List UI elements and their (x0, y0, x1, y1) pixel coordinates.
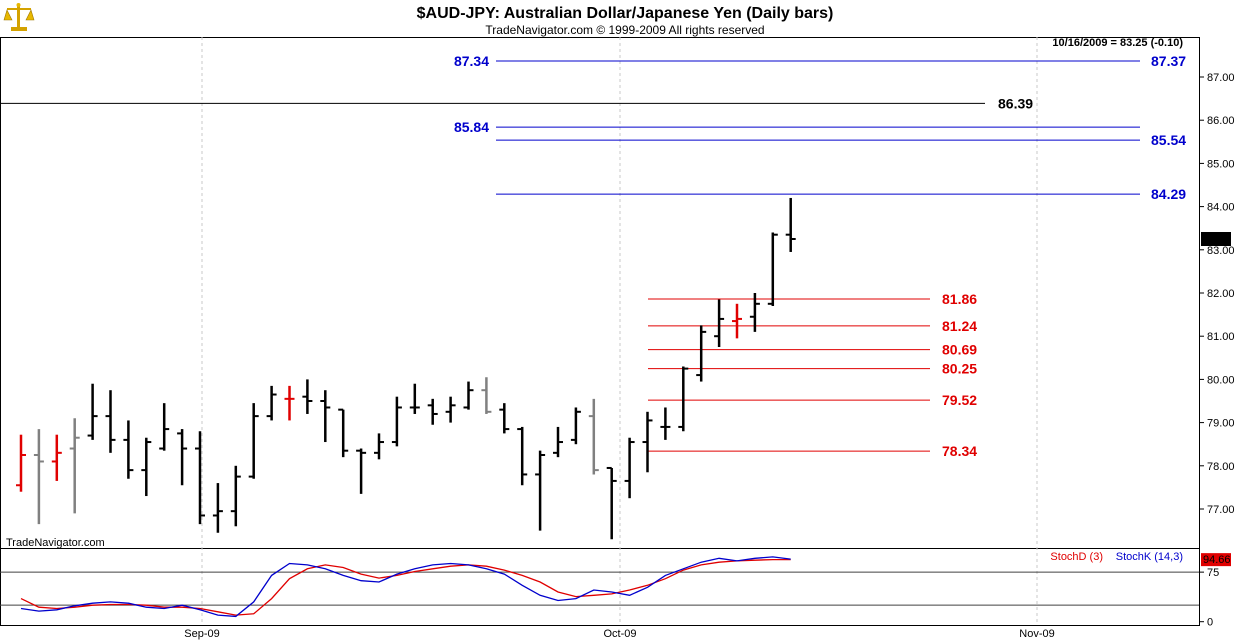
level-label-1: 86.39 (998, 95, 1033, 111)
price-bar-26 (481, 377, 492, 414)
level-label-4: 84.29 (1151, 186, 1186, 202)
price-tick-label-1: 78.00 (1207, 461, 1235, 473)
chart-title: $AUD-JPY: Australian Dollar/Japanese Yen… (417, 5, 834, 22)
stochastic-lines: 0 75 StochD (3) StochK (14,3) 94.66 (0, 551, 1231, 629)
price-tick-label-2: 79.00 (1207, 418, 1235, 430)
price-bar-0 (16, 434, 26, 492)
price-tick-label-3: 80.00 (1207, 374, 1235, 386)
osc-last-label: 94.66 (1203, 554, 1231, 566)
price-bar-9 (177, 429, 188, 486)
price-bar-38 (696, 325, 707, 382)
price-bars (16, 197, 796, 540)
price-axis: 77.00 78.00 79.00 80.00 81.00 82.00 83.00 84.00… (1199, 72, 1235, 516)
last-price-label: 83.25 (1203, 234, 1231, 246)
osc-last-badge (1201, 553, 1231, 567)
price-bar-4 (87, 383, 98, 440)
price-tick-label-10: 87.00 (1207, 72, 1235, 84)
price-bar-19 (356, 448, 367, 494)
osc-legend-1: StochK (14,3) (1116, 551, 1183, 563)
level-label-9: 79.52 (942, 392, 977, 408)
price-bar-24 (445, 396, 456, 423)
oscillator-panel (0, 548, 1200, 626)
osc-tick-label-0: 0 (1207, 617, 1213, 629)
price-bar-17 (320, 390, 331, 443)
price-bar-23 (427, 398, 438, 425)
last-price-badge (1201, 232, 1231, 246)
level-left-label-0: 87.34 (454, 53, 489, 69)
price-tick-label-0: 77.00 (1207, 504, 1235, 516)
level-left-label-2: 85.84 (454, 119, 489, 135)
x-tick-label-2: Nov-09 (1019, 628, 1054, 640)
price-tick-label-5: 82.00 (1207, 288, 1235, 300)
level-label-5: 81.86 (942, 291, 977, 307)
x-tick-label-0: Sep-09 (184, 628, 219, 640)
price-bar-32 (588, 398, 599, 475)
price-bar-20 (374, 433, 384, 460)
price-bar-35 (642, 411, 653, 473)
grid-lines (201, 37, 1038, 625)
price-bar-1 (33, 429, 44, 525)
level-label-3: 85.54 (1151, 132, 1186, 148)
price-bar-40 (732, 303, 742, 339)
price-bar-5 (105, 390, 116, 453)
price-bar-3 (69, 418, 80, 514)
price-bar-16 (302, 379, 313, 414)
gold-scales-icon (3, 3, 35, 31)
price-bar-25 (463, 381, 474, 410)
price-bar-30 (553, 426, 563, 458)
x-tick-label-1: Oct-09 (603, 628, 636, 640)
level-label-0: 87.37 (1151, 53, 1186, 69)
price-bar-39 (714, 299, 725, 347)
price-bar-10 (195, 431, 205, 525)
level-label-10: 78.34 (942, 443, 977, 459)
level-label-6: 81.24 (942, 318, 977, 334)
price-bar-36 (660, 407, 671, 440)
price-bar-18 (338, 408, 349, 458)
level-label-8: 80.25 (942, 361, 977, 377)
price-bar-2 (51, 434, 62, 481)
price-bar-41 (749, 293, 760, 332)
price-bar-27 (499, 403, 510, 434)
price-bar-31 (570, 407, 581, 445)
price-bar-29 (535, 450, 546, 531)
price-bar-7 (141, 437, 152, 497)
price-bar-42 (767, 232, 778, 306)
price-bar-28 (517, 426, 528, 486)
osc-series-line-1 (20, 556, 791, 618)
price-bar-15 (284, 385, 295, 421)
price-bar-21 (391, 396, 402, 447)
price-bar-14 (266, 385, 277, 421)
price-tick-label-8: 85.00 (1207, 158, 1235, 170)
price-bar-37 (678, 366, 689, 432)
last-quote-text: 10/16/2009 = 83.25 (-0.10) (1052, 37, 1183, 49)
osc-series-line-0 (20, 558, 791, 616)
osc-tick-label-1: 75 (1207, 567, 1219, 579)
price-bar-33 (606, 466, 617, 540)
level-lines: 87.37 87.34 86.39 85.84 85.54 84.29 81.86 81.24… (0, 53, 1186, 459)
watermark-text: TradeNavigator.com (6, 537, 105, 549)
osc-legend-0: StochD (3) (1050, 551, 1103, 563)
price-bar-13 (248, 403, 259, 479)
price-bar-6 (123, 420, 134, 479)
price-bar-12 (230, 465, 241, 527)
price-tick-label-6: 83.00 (1207, 245, 1235, 257)
price-bar-11 (212, 483, 223, 533)
price-bar-43 (785, 197, 796, 252)
price-bar-8 (159, 403, 170, 451)
copyright-text: TradeNavigator.com © 1999-2009 All right… (485, 23, 764, 37)
price-bar-22 (409, 383, 420, 414)
price-tick-label-4: 81.00 (1207, 331, 1235, 343)
price-tick-label-7: 84.00 (1207, 202, 1235, 214)
price-bar-34 (624, 437, 635, 499)
price-panel (0, 37, 1200, 549)
level-label-7: 80.69 (942, 342, 977, 358)
price-tick-label-9: 86.00 (1207, 115, 1235, 127)
date-axis: Sep-09 Oct-09 Nov-09 (184, 628, 1054, 640)
